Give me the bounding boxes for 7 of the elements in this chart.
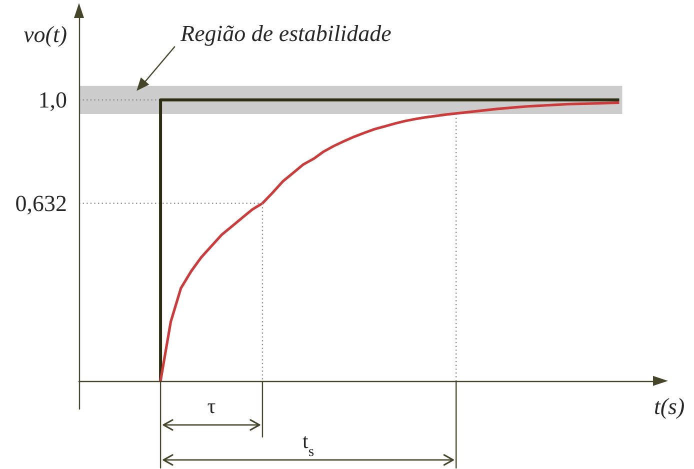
y-tick-label: 0,632 (15, 190, 67, 216)
text: t$_{s}$ (302, 428, 314, 460)
y-tick-label: 1,0 (38, 87, 67, 112)
y-axis-title: vo(t) (24, 22, 67, 47)
annotation: τ (207, 394, 216, 418)
band-label: Região de estabilidade (180, 20, 392, 46)
x-axis-title: t(s) (654, 394, 685, 419)
